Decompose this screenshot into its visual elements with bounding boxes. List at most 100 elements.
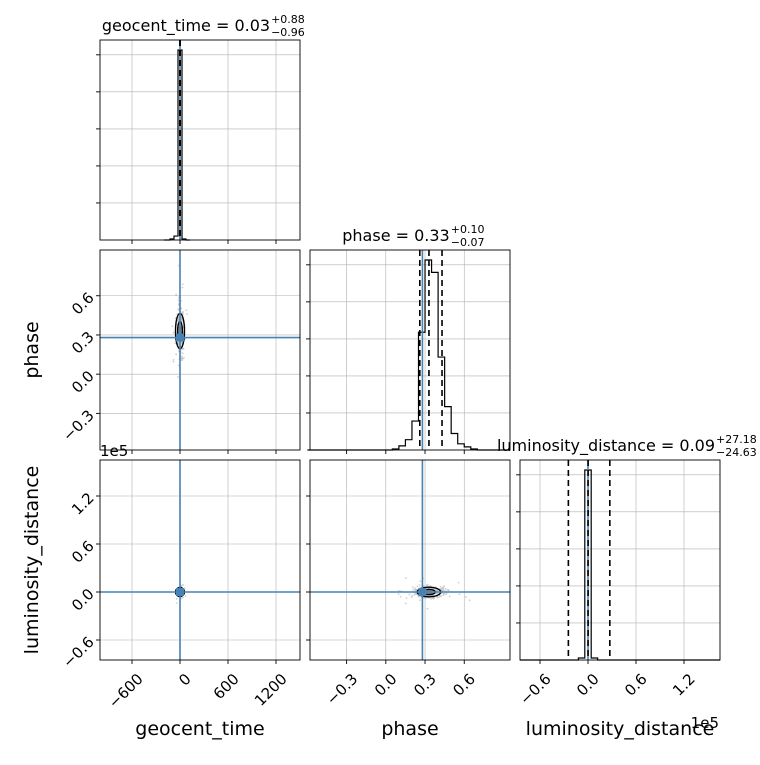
scatter-phase-vs-luminosity-distance-point	[442, 594, 445, 597]
scatter-geocent-time-vs-phase-point	[174, 342, 177, 345]
scatter-geocent-time-vs-phase-point	[175, 293, 178, 296]
scatter-geocent-time-vs-luminosity-distance-point	[182, 596, 185, 599]
scatter-geocent-time-vs-luminosity-distance-point	[175, 602, 178, 604]
scatter-geocent-time-vs-phase-point	[181, 359, 184, 362]
axis-geocent-time-xtick-label: 600	[210, 670, 243, 703]
axis-geocent-time-xtick-label: 0	[175, 670, 194, 689]
scatter-geocent-time-vs-phase-point	[171, 325, 174, 328]
scatter-geocent-time-vs-phase-point	[182, 310, 184, 313]
scatter-geocent-time-vs-phase-point	[180, 307, 183, 309]
scatter-phase-vs-luminosity-distance-point	[419, 599, 421, 602]
hist-geocent-time-title-sup: +0.88	[271, 13, 305, 26]
axis-luminosity-distance-ytick-label: 0.6	[68, 537, 98, 567]
scatter-phase-vs-luminosity-distance-point	[448, 595, 451, 598]
hist-luminosity-distance-title-sub: −24.63	[716, 446, 757, 459]
scatter-phase-vs-luminosity-distance-point	[410, 596, 413, 599]
xlabel-phase: phase	[381, 718, 438, 740]
scatter-geocent-time-vs-luminosity-distance-frame	[99, 459, 301, 661]
axis-phase-xtick-label: 0.6	[449, 670, 479, 700]
scatter-phase-vs-luminosity-distance-point	[440, 595, 443, 598]
scatter-geocent-time-vs-luminosity-distance-point	[175, 598, 178, 600]
scatter-phase-vs-luminosity-distance-point	[443, 585, 445, 588]
axis-luminosity-distance-ytick-label: 1.2	[68, 489, 98, 519]
y-offset-text: 1e5	[100, 442, 128, 460]
scatter-phase-vs-luminosity-distance-point	[439, 585, 442, 588]
scatter-phase-vs-luminosity-distance-point	[446, 588, 449, 591]
scatter-phase-vs-luminosity-distance-point	[447, 589, 450, 592]
hist-phase-steps	[307, 259, 510, 451]
scatter-phase-vs-luminosity-distance-point	[417, 595, 420, 598]
scatter-geocent-time-vs-luminosity-distance-truth-marker	[176, 588, 184, 596]
axis-luminosity-distance-ytick-label: −0.6	[59, 633, 97, 671]
scatter-phase-vs-luminosity-distance-point	[404, 602, 407, 605]
scatter-geocent-time-vs-phase-point	[180, 341, 183, 344]
axis-luminosity-distance-xtick-label: 1.2	[669, 670, 699, 700]
scatter-geocent-time-vs-phase-point	[183, 356, 185, 359]
ylabel-phase: phase	[21, 321, 43, 378]
scatter-phase-vs-luminosity-distance-point	[414, 589, 417, 592]
axis-phase-ytick-label: 0.0	[68, 367, 98, 397]
scatter-geocent-time-vs-phase-point	[181, 352, 184, 355]
scatter-geocent-time-vs-phase-point	[186, 313, 188, 315]
hist-phase-title-sup: +0.10	[451, 223, 485, 236]
xlabel-luminosity-distance: luminosity_distance	[526, 718, 715, 740]
hist-phase-frame	[309, 249, 511, 451]
scatter-phase-vs-luminosity-distance-point	[411, 586, 414, 588]
axis-phase-ytick-label: 0.6	[68, 289, 98, 319]
scatter-phase-vs-luminosity-distance-point	[405, 597, 408, 599]
x-offset-text: 1e5	[691, 714, 719, 732]
scatter-geocent-time-vs-luminosity-distance-point	[182, 584, 184, 586]
axis-phase-ytick-label: 0.3	[68, 328, 98, 358]
hist-luminosity-distance-frame	[519, 459, 721, 661]
scatter-geocent-time-vs-luminosity-distance-point	[180, 597, 183, 600]
scatter-geocent-time-vs-phase-point	[177, 299, 180, 302]
scatter-phase-vs-luminosity-distance-point	[408, 593, 411, 596]
scatter-phase-vs-luminosity-distance-point	[429, 584, 431, 587]
scatter-geocent-time-vs-phase-point	[180, 355, 183, 358]
hist-geocent-time-frame	[99, 39, 301, 241]
axis-luminosity-distance-xtick-label: 0.0	[573, 670, 603, 700]
scatter-phase-vs-luminosity-distance-point	[436, 596, 438, 598]
scatter-geocent-time-vs-phase-point	[177, 364, 180, 367]
hist-geocent-time-title: geocent_time = 0.03	[102, 16, 270, 36]
scatter-phase-vs-luminosity-distance-point	[413, 593, 416, 596]
scatter-geocent-time-vs-phase-frame	[99, 249, 301, 451]
axis-phase-xtick-label: 0.0	[371, 670, 401, 700]
scatter-phase-vs-luminosity-distance-point	[429, 597, 432, 600]
hist-phase-title-sub: −0.07	[451, 236, 485, 249]
scatter-phase-vs-luminosity-distance-point	[411, 594, 414, 597]
axis-luminosity-distance-xtick-label: 0.6	[621, 670, 651, 700]
scatter-phase-vs-luminosity-distance-point	[416, 585, 419, 588]
scatter-phase-vs-luminosity-distance-truth-marker	[418, 588, 427, 596]
hist-geocent-time-title-sub: −0.96	[271, 26, 305, 39]
hist-phase-title: phase = 0.33	[342, 226, 449, 245]
scatter-geocent-time-vs-phase-point	[175, 353, 178, 356]
scatter-geocent-time-vs-phase-point	[172, 359, 175, 361]
scatter-phase-vs-luminosity-distance-point	[435, 588, 437, 591]
scatter-geocent-time-vs-phase-point	[172, 331, 175, 334]
scatter-phase-vs-luminosity-distance-point	[412, 588, 415, 591]
scatter-phase-vs-luminosity-distance-point	[419, 580, 422, 583]
scatter-phase-vs-luminosity-distance-point	[418, 584, 421, 587]
scatter-phase-vs-luminosity-distance-point	[442, 592, 445, 595]
scatter-phase-vs-luminosity-distance-point	[468, 599, 471, 602]
hist-luminosity-distance-title-sup: +27.18	[716, 433, 757, 446]
ylabel-luminosity-distance: luminosity_distance	[21, 466, 43, 655]
scatter-geocent-time-vs-phase-point	[177, 376, 179, 378]
scatter-phase-vs-luminosity-distance-point	[457, 581, 460, 584]
scatter-phase-vs-luminosity-distance-point	[405, 577, 407, 580]
axis-phase-xtick-label: 0.3	[410, 670, 440, 700]
scatter-geocent-time-vs-luminosity-distance-point	[184, 595, 187, 598]
scatter-geocent-time-vs-phase-point	[181, 283, 184, 286]
xlabel-geocent-time: geocent_time	[135, 718, 264, 740]
scatter-phase-vs-luminosity-distance-point	[432, 597, 435, 600]
scatter-phase-vs-luminosity-distance-point	[442, 588, 445, 590]
hist-luminosity-distance-title: luminosity_distance = 0.09	[497, 436, 715, 456]
axis-geocent-time-xtick-label: 1200	[251, 670, 291, 710]
scatter-geocent-time-vs-phase-point	[172, 360, 175, 363]
hist-luminosity-distance-steps	[520, 469, 720, 661]
scatter-phase-vs-luminosity-distance-point	[397, 593, 400, 596]
scatter-geocent-time-vs-phase-point	[177, 341, 180, 344]
